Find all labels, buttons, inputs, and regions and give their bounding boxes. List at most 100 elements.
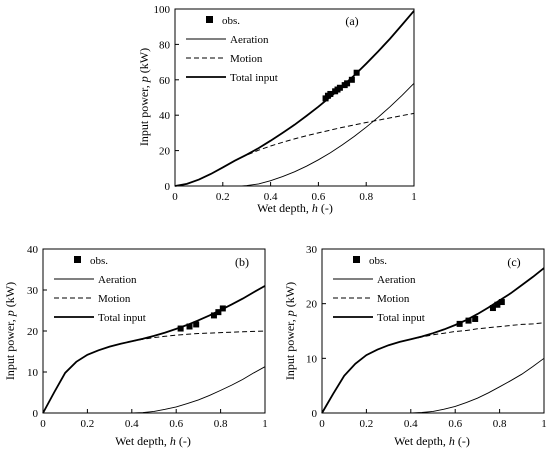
y-axis-label: Input power, p (kW) — [283, 282, 297, 380]
x-tick-label: 0 — [40, 418, 46, 430]
obs-marker — [494, 301, 501, 308]
y-tick-label: 40 — [159, 110, 171, 122]
y-axis-label-suffix: (kW) — [3, 282, 17, 310]
y-tick-label: 10 — [27, 367, 39, 379]
y-tick-label: 20 — [27, 326, 39, 338]
series-line-motion — [321, 322, 545, 414]
y-axis-label-var: p — [283, 310, 297, 317]
y-tick-label: 0 — [165, 181, 171, 193]
plot-frame — [321, 248, 545, 414]
chart-panel-a: 0 0.2 0.4 0.6 0.8 1 0 20 40 60 80 100 Wet depth, h (… — [137, 4, 417, 215]
x-axis-label: Wet depth, h (-) — [257, 201, 333, 215]
obs-marker — [465, 317, 472, 324]
obs-marker — [336, 84, 343, 91]
x-tick-label: 0.8 — [359, 191, 373, 203]
legend-label: Motion — [377, 293, 410, 305]
legend-label: obs. — [222, 15, 240, 27]
x-tick-label: 0.6 — [448, 418, 462, 430]
x-axis-label: Wet depth, h (-) — [115, 434, 191, 448]
legend-label: Motion — [230, 53, 263, 65]
legend: obs. Aeration Motion Total input — [54, 255, 146, 324]
legend-obs-marker — [206, 16, 213, 23]
legend-label: obs. — [369, 255, 387, 267]
legend-label: Total input — [98, 312, 146, 324]
x-axis-label-var: h — [312, 201, 318, 215]
y-tick-label: 20 — [159, 146, 171, 158]
legend: obs. Aeration Motion Total input — [186, 15, 278, 84]
y-axis-label-suffix: (kW) — [137, 48, 151, 76]
panel-label: (c) — [507, 255, 520, 269]
y-tick-label: 20 — [306, 299, 318, 311]
x-axis-label-prefix: Wet depth, — [394, 434, 449, 448]
obs-marker — [186, 323, 193, 330]
plot-frame — [42, 248, 266, 414]
legend: obs. Aeration Motion Total input — [333, 255, 425, 324]
x-axis-label: Wet depth, h (-) — [394, 434, 470, 448]
x-tick-label: 0.8 — [214, 418, 228, 430]
legend-label: Total input — [377, 312, 425, 324]
y-axis-label-prefix: Input power, — [3, 316, 17, 380]
obs-marker — [456, 320, 463, 327]
y-tick-label: 30 — [306, 244, 318, 256]
obs-marker — [353, 69, 360, 76]
series-line-motion — [42, 330, 266, 414]
panel-label: (b) — [235, 255, 249, 269]
legend-label: Aeration — [230, 34, 269, 46]
y-tick-label: 60 — [159, 75, 171, 87]
legend-label: Motion — [98, 293, 131, 305]
legend-label: Total input — [230, 72, 278, 84]
series-line-total-input — [42, 285, 266, 414]
y-axis-label-prefix: Input power, — [283, 316, 297, 380]
legend-obs-marker — [74, 256, 81, 263]
x-axis-label-var: h — [449, 434, 455, 448]
obs-marker — [498, 299, 505, 306]
obs-marker — [489, 305, 496, 312]
y-axis-label: Input power, p (kW) — [3, 282, 17, 380]
obs-marker — [327, 90, 334, 97]
y-axis-label-prefix: Input power, — [137, 82, 151, 146]
x-tick-label: 0.4 — [125, 418, 139, 430]
series-line-aeration — [410, 357, 545, 414]
x-tick-label: 0.2 — [216, 191, 230, 203]
panel-label: (a) — [345, 14, 358, 28]
x-axis-label-prefix: Wet depth, — [257, 201, 312, 215]
x-tick-label: 0.6 — [312, 191, 326, 203]
y-tick-label: 30 — [27, 285, 39, 297]
obs-marker — [210, 312, 217, 319]
x-tick-label: 0.2 — [81, 418, 95, 430]
series-line-aeration — [131, 366, 266, 414]
y-tick-label: 40 — [27, 244, 39, 256]
y-axis-label-suffix: (kW) — [283, 282, 297, 310]
obs-marker — [348, 76, 355, 83]
x-tick-label: 0 — [319, 418, 325, 430]
y-axis-label-var: p — [3, 310, 17, 317]
series-line-total-input — [321, 267, 545, 414]
x-axis-label-var: h — [170, 434, 176, 448]
y-axis-label: Input power, p (kW) — [137, 48, 151, 146]
x-axis-label-suffix: (-) — [176, 434, 191, 448]
x-tick-label: 0.8 — [493, 418, 507, 430]
y-tick-label: 0 — [312, 408, 318, 420]
obs-marker — [193, 321, 200, 328]
y-tick-label: 80 — [159, 39, 171, 51]
legend-label: Aeration — [98, 274, 137, 286]
obs-marker — [344, 80, 351, 87]
x-tick-label: 0.6 — [169, 418, 183, 430]
y-tick-label: 10 — [306, 353, 318, 365]
y-axis-label-var: p — [137, 76, 151, 83]
obs-marker — [472, 315, 479, 322]
plot-frame — [174, 8, 415, 187]
series-line-total-input — [174, 10, 415, 187]
x-tick-label: 0.2 — [360, 418, 374, 430]
x-tick-label: 0.4 — [404, 418, 418, 430]
series-line-aeration — [241, 82, 415, 187]
x-tick-label: 1 — [262, 418, 268, 430]
x-axis-label-suffix: (-) — [455, 434, 470, 448]
x-tick-label: 0.4 — [264, 191, 278, 203]
obs-marker — [215, 309, 222, 316]
x-tick-label: 1 — [411, 191, 417, 203]
y-tick-label: 0 — [33, 408, 39, 420]
